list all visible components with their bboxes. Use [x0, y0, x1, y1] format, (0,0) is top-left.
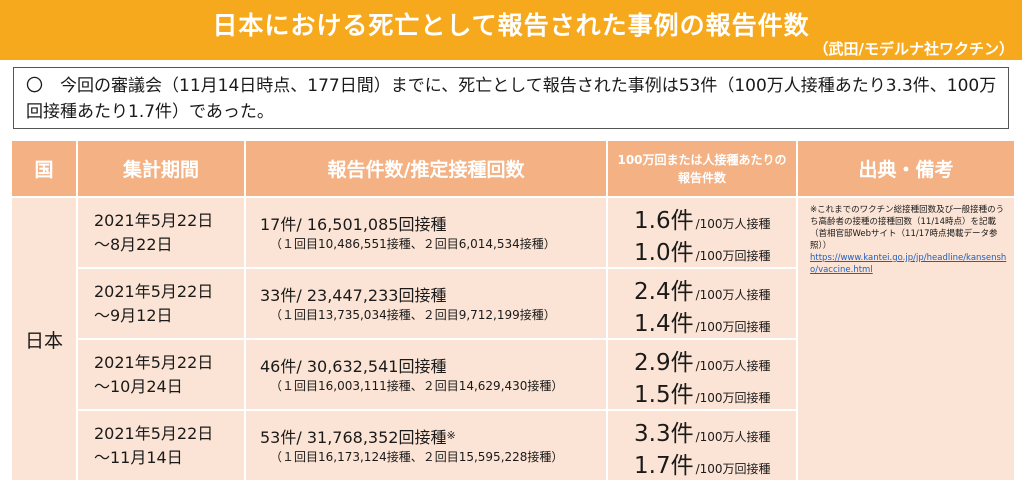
table-row: 2021年5月22日 ～10月24日 46件/ 30,632,541回接種 （１…	[11, 338, 1015, 411]
count-main-text: 53件/ 31,768,352回接種	[260, 427, 447, 447]
header-country: 国	[10, 139, 78, 198]
header-rate: 100万回または人接種あたりの報告件数	[606, 139, 798, 198]
rate-cell: 2.9件/100万人接種 1.5件/100万回接種	[606, 338, 798, 411]
count-breakdown: （１回目13,735,034接種、２回目9,712,199接種）	[270, 307, 556, 322]
rate-per-dose: 1.0件	[634, 239, 694, 266]
table-row: 2021年5月22日 ～9月12日 33件/ 23,447,233回接種 （１回…	[11, 267, 1015, 340]
period-cell: 2021年5月22日 ～10月24日	[76, 338, 246, 411]
count-main: 46件/ 30,632,541回接種	[260, 356, 447, 376]
rate-per-person-unit: /100万人接種	[695, 216, 771, 231]
rate-per-person: 1.6件	[634, 207, 694, 234]
rate-per-dose-unit: /100万回接種	[695, 248, 771, 263]
rate-per-person-unit: /100万人接種	[695, 287, 771, 302]
count-main: 17件/ 16,501,085回接種	[260, 214, 447, 234]
period-cell: 2021年5月22日 ～8月22日	[76, 196, 246, 269]
rate-per-dose-unit: /100万回接種	[695, 461, 771, 476]
country-cell: 日本	[10, 196, 78, 482]
rate-cell: 2.4件/100万人接種 1.4件/100万回接種	[606, 267, 798, 340]
rate-per-dose: 1.4件	[634, 310, 694, 337]
count-main: 33件/ 23,447,233回接種	[260, 285, 447, 305]
count-main: 53件/ 31,768,352回接種※	[260, 427, 606, 449]
period-end: ～10月24日	[94, 376, 183, 396]
title-bar: 日本における死亡として報告された事例の報告件数 （武田/モデルナ社ワクチン）	[0, 0, 1022, 60]
count-cell: 33件/ 23,447,233回接種 （１回目13,735,034接種、２回目9…	[244, 267, 608, 340]
period-start: 2021年5月22日	[94, 423, 214, 443]
period-cell: 2021年5月22日 ～9月12日	[76, 267, 246, 340]
table-row: 日本 2021年5月22日 ～8月22日 17件/ 16,501,085回接種 …	[10, 196, 1016, 482]
period-start: 2021年5月22日	[94, 281, 214, 301]
count-breakdown: （１回目10,486,551接種、２回目6,014,534接種）	[270, 236, 556, 251]
period-start: 2021年5月22日	[94, 210, 214, 230]
rate-per-dose-unit: /100万回接種	[695, 390, 771, 405]
count-cell: 53件/ 31,768,352回接種※ （１回目16,173,124接種、２回目…	[244, 409, 608, 482]
rate-per-person: 3.3件	[634, 420, 694, 447]
period-start: 2021年5月22日	[94, 352, 214, 372]
rate-per-person: 2.9件	[634, 349, 694, 376]
count-breakdown: （１回目16,003,111接種、２回目14,629,430接種）	[270, 378, 564, 393]
rate-cell: 1.6件/100万人接種 1.0件/100万回接種	[606, 196, 798, 269]
period-end: ～9月12日	[94, 305, 173, 325]
page-title: 日本における死亡として報告された事例の報告件数	[212, 11, 810, 40]
table-header-row: 国 集計期間 報告件数/推定接種回数 100万回または人接種あたりの報告件数 出…	[10, 139, 1016, 198]
count-cell: 46件/ 30,632,541回接種 （１回目16,003,111接種、２回目1…	[244, 338, 608, 411]
source-cell: ※これまでのワクチン総接種回数及び一般接種のうち高齢者の接種の接種回数（11/1…	[796, 196, 1016, 482]
rate-per-person-unit: /100万人接種	[695, 358, 771, 373]
footnote-mark: ※	[446, 428, 456, 442]
count-breakdown: （１回目16,173,124接種、２回目15,595,228接種）	[270, 449, 564, 464]
table-row: 2021年5月22日 ～11月14日 53件/ 31,768,352回接種※ （…	[11, 409, 1015, 482]
period-end: ～11月14日	[94, 447, 183, 467]
header-source: 出典・備考	[796, 139, 1016, 198]
death-report-table: 国 集計期間 報告件数/推定接種回数 100万回または人接種あたりの報告件数 出…	[10, 139, 1016, 482]
rate-per-person: 2.4件	[634, 278, 694, 305]
rate-per-person-unit: /100万人接種	[695, 429, 771, 444]
source-link[interactable]: https://www.kantei.go.jp/jp/headline/kan…	[810, 253, 1007, 275]
count-cell: 17件/ 16,501,085回接種 （１回目10,486,551接種、２回目6…	[244, 196, 608, 269]
source-note: ※これまでのワクチン総接種回数及び一般接種のうち高齢者の接種の接種回数（11/1…	[810, 205, 1005, 251]
page-subtitle: （武田/モデルナ社ワクチン）	[813, 40, 1014, 58]
rate-per-dose-unit: /100万回接種	[695, 319, 771, 334]
period-end: ～8月22日	[94, 234, 173, 254]
header-count: 報告件数/推定接種回数	[244, 139, 608, 198]
rate-cell: 3.3件/100万人接種 1.7件/100万回接種	[606, 409, 798, 482]
summary-box: 〇 今回の審議会（11月14日時点、177日間）までに、死亡として報告された事例…	[13, 67, 1009, 129]
period-cell: 2021年5月22日 ～11月14日	[76, 409, 246, 482]
rate-per-dose: 1.5件	[634, 381, 694, 408]
header-period: 集計期間	[76, 139, 246, 198]
rate-per-dose: 1.7件	[634, 452, 694, 479]
